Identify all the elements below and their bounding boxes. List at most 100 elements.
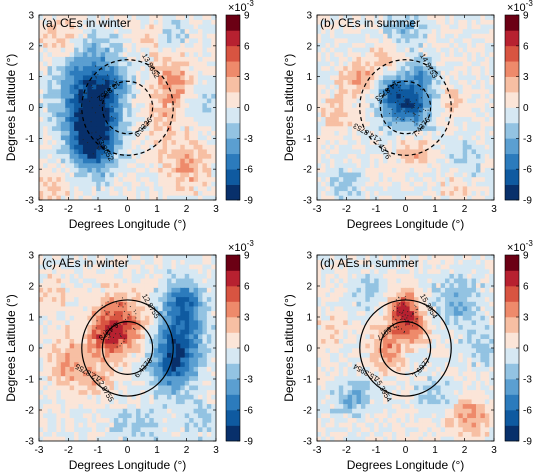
heatmap-cell bbox=[321, 107, 327, 113]
heatmap-cell bbox=[193, 273, 199, 279]
heatmap-cell bbox=[113, 139, 119, 145]
heatmap-cell bbox=[180, 125, 186, 131]
heatmap-cell bbox=[105, 366, 111, 372]
heatmap-cell bbox=[449, 148, 455, 155]
heatmap-cell bbox=[431, 23, 437, 30]
heatmap-cell bbox=[162, 84, 168, 90]
heatmap-cell bbox=[136, 93, 142, 99]
heatmap-cell bbox=[60, 185, 66, 192]
heatmap-cell bbox=[60, 33, 66, 39]
heatmap-cell bbox=[39, 370, 44, 377]
heatmap-cell bbox=[60, 121, 66, 127]
heatmap-cell bbox=[127, 296, 133, 302]
heatmap-cell bbox=[109, 19, 115, 25]
heatmap-cell bbox=[211, 148, 216, 155]
heatmap-cell bbox=[369, 19, 375, 25]
heatmap-cell bbox=[162, 277, 168, 284]
heatmap-cell bbox=[47, 422, 53, 428]
heatmap-cell bbox=[149, 259, 155, 265]
heatmap-cell bbox=[347, 33, 353, 39]
heatmap-cell bbox=[158, 282, 164, 288]
heatmap-cell bbox=[149, 37, 155, 44]
heatmap-cell bbox=[471, 33, 477, 39]
heatmap-cell bbox=[365, 93, 371, 99]
heatmap-cell bbox=[198, 162, 204, 168]
heatmap-cell bbox=[360, 56, 366, 62]
heatmap-cell bbox=[360, 19, 366, 25]
heatmap-cell bbox=[131, 398, 137, 405]
heatmap-cell bbox=[78, 384, 84, 391]
heatmap-cell bbox=[453, 74, 459, 81]
heatmap-cell bbox=[387, 23, 393, 30]
heatmap-cell bbox=[47, 88, 53, 94]
heatmap-cell bbox=[329, 33, 335, 39]
heatmap-cell bbox=[122, 70, 128, 76]
heatmap-cell bbox=[360, 28, 366, 34]
heatmap-cell bbox=[96, 33, 102, 39]
heatmap-cell bbox=[96, 148, 102, 155]
heatmap-cell bbox=[202, 162, 208, 168]
heatmap-cell bbox=[356, 181, 362, 187]
heatmap-cell bbox=[184, 65, 190, 71]
heatmap-cell bbox=[144, 403, 150, 409]
heatmap-cell bbox=[131, 259, 137, 265]
heatmap-cell bbox=[65, 23, 71, 30]
heatmap-cell bbox=[144, 324, 150, 330]
heatmap-cell bbox=[400, 93, 406, 99]
heatmap-cell bbox=[198, 125, 204, 131]
heatmap-cell bbox=[56, 134, 62, 141]
heatmap-cell bbox=[136, 273, 142, 279]
heatmap-cell bbox=[51, 88, 57, 94]
heatmap-cell bbox=[369, 190, 375, 196]
heatmap-cell bbox=[51, 436, 57, 441]
heatmap-cell bbox=[338, 144, 344, 150]
heatmap-cell bbox=[409, 162, 415, 168]
heatmap-cell bbox=[60, 301, 66, 307]
heatmap-cell bbox=[414, 153, 420, 159]
heatmap-cell bbox=[374, 102, 380, 108]
heatmap-cell bbox=[56, 329, 62, 335]
heatmap-cell bbox=[51, 305, 57, 312]
heatmap-cell bbox=[198, 79, 204, 85]
heatmap-cell bbox=[422, 84, 428, 90]
heatmap-cell bbox=[365, 134, 371, 141]
heatmap-cell bbox=[405, 125, 411, 131]
heatmap-cell bbox=[458, 93, 464, 99]
heatmap-cell bbox=[91, 47, 97, 53]
heatmap-cell bbox=[113, 403, 119, 409]
heatmap-cell bbox=[418, 56, 424, 62]
heatmap-cell bbox=[78, 375, 84, 381]
heatmap-cell bbox=[202, 343, 208, 349]
heatmap-cell bbox=[136, 412, 142, 419]
heatmap-cell bbox=[87, 134, 93, 141]
heatmap-cell bbox=[334, 102, 340, 108]
heatmap-cell bbox=[91, 366, 97, 372]
heatmap-cell bbox=[167, 107, 173, 113]
heatmap-cell bbox=[480, 33, 486, 39]
heatmap-cell bbox=[189, 273, 195, 279]
heatmap-cell bbox=[462, 158, 468, 164]
heatmap-cell bbox=[78, 190, 84, 196]
heatmap-cell bbox=[56, 148, 62, 155]
heatmap-cell bbox=[78, 116, 84, 122]
heatmap-cell bbox=[400, 15, 406, 20]
heatmap-cell bbox=[47, 384, 53, 391]
heatmap-cell bbox=[405, 33, 411, 39]
heatmap-cell bbox=[193, 380, 199, 386]
heatmap-cell bbox=[113, 370, 119, 377]
heatmap-cell bbox=[440, 121, 446, 127]
heatmap-cell bbox=[122, 277, 128, 284]
heatmap-cell bbox=[51, 403, 57, 409]
heatmap-cell bbox=[180, 287, 186, 293]
heatmap-cell bbox=[96, 277, 102, 284]
heatmap-cell bbox=[131, 162, 137, 168]
heatmap-cell bbox=[100, 65, 106, 71]
heatmap-cell bbox=[325, 33, 331, 39]
heatmap-cell bbox=[144, 107, 150, 113]
heatmap-cell bbox=[47, 375, 53, 381]
heatmap-cell bbox=[171, 195, 177, 200]
heatmap-cell bbox=[189, 370, 195, 377]
heatmap-cell bbox=[171, 259, 177, 265]
heatmap-cell bbox=[100, 324, 106, 330]
heatmap-cell bbox=[69, 389, 75, 395]
